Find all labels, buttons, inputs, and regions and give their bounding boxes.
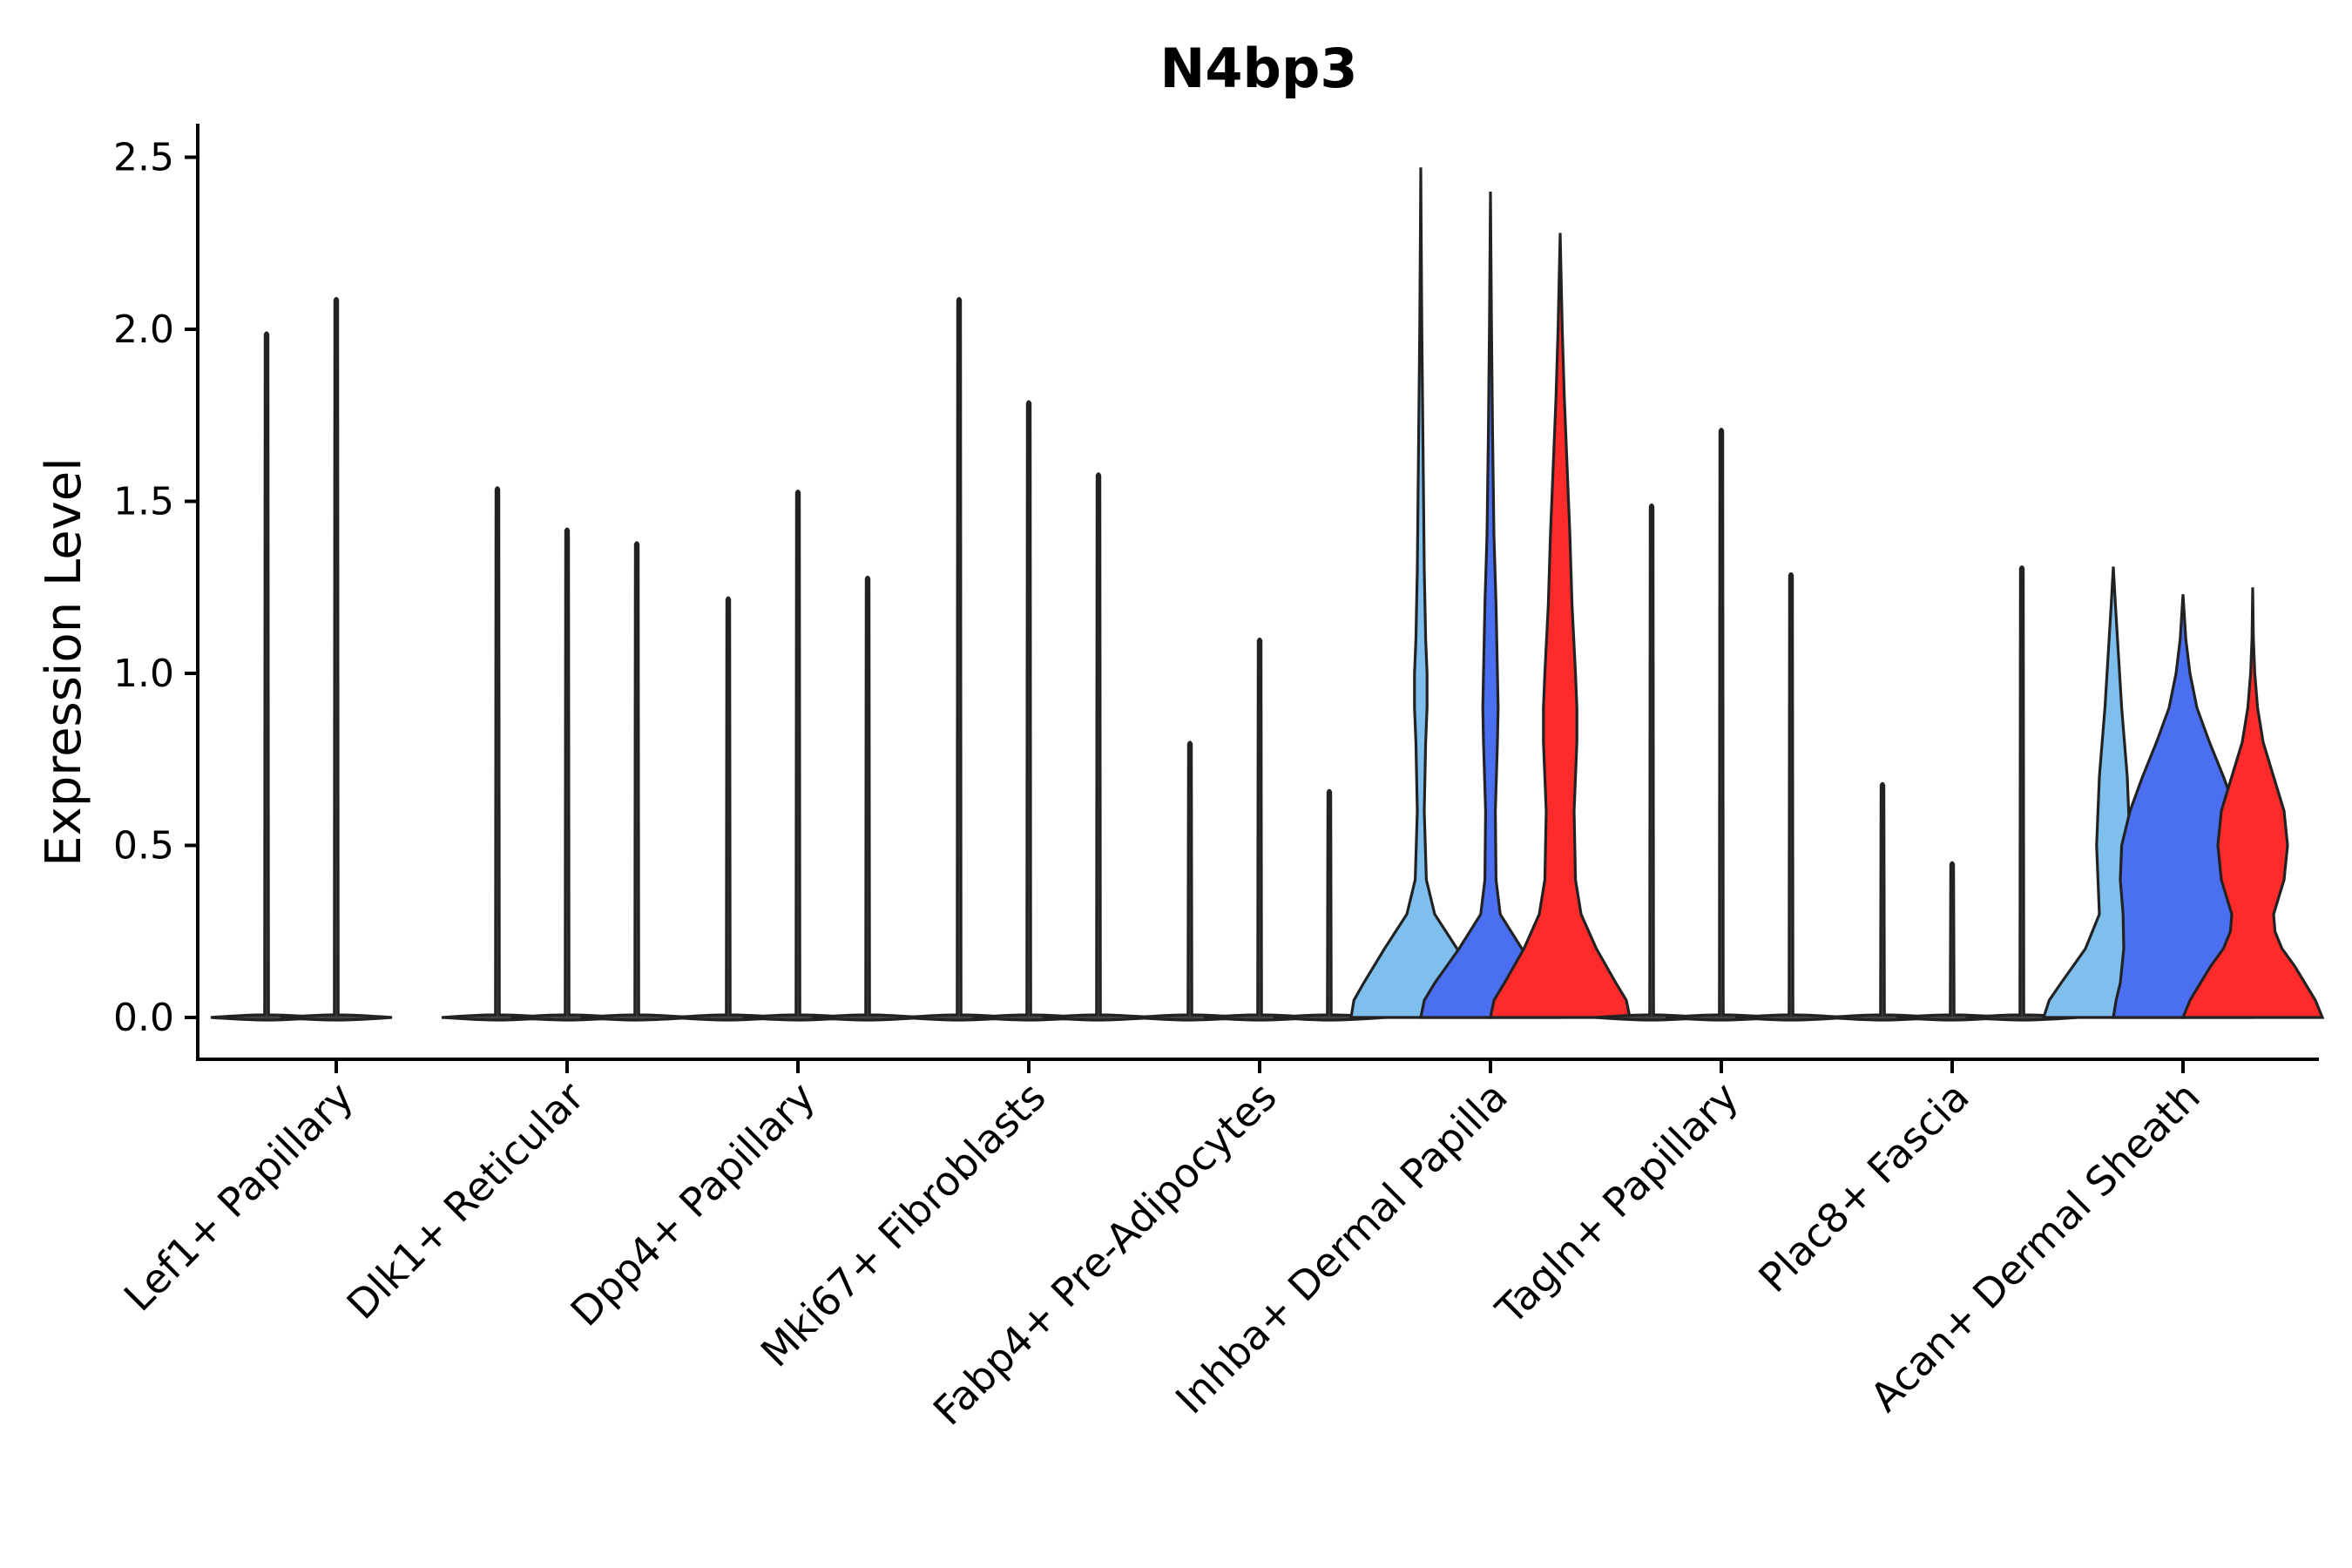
y-tick-label: 1.5 — [113, 480, 174, 524]
x-tick-label: Dlk1+ Reticular — [338, 1073, 593, 1328]
violin-layer — [210, 167, 2325, 1022]
y-tick-label: 0.0 — [113, 996, 174, 1040]
violin-plac8-fascia-2 — [1896, 861, 2009, 1022]
y-tick-label: 1.0 — [113, 652, 174, 696]
violin-plac8-fascia-1 — [1826, 781, 1939, 1022]
violin-lef1-papillary-1 — [210, 331, 323, 1022]
violin-dlk1-reticular-3 — [580, 541, 693, 1022]
violin-inhba-dermal-papilla-1 — [1349, 167, 1492, 1019]
violin-plac8-fascia-3 — [1965, 565, 2078, 1022]
violin-inhba-dermal-papilla-2 — [1419, 191, 1562, 1019]
x-tick-label: Tagln+ Papillary — [1486, 1073, 1747, 1335]
y-tick-label: 0.5 — [113, 824, 174, 868]
violin-lef1-papillary-2 — [280, 296, 393, 1022]
x-tick-label: Plac8+ Fascia — [1749, 1073, 1977, 1301]
y-tick-label: 2.0 — [113, 308, 174, 352]
violin-dlk1-reticular-2 — [510, 527, 624, 1022]
violin-dpp4-papillary-3 — [811, 575, 924, 1022]
violin-fabp4-pre-adipocytes-2 — [1203, 637, 1316, 1022]
violin-mki67-fibroblasts-2 — [972, 400, 1085, 1022]
x-tick-label: Dpp4+ Papillary — [562, 1073, 824, 1335]
violin-tagln-papillary-3 — [1734, 571, 1848, 1022]
violin-acan-dermal-sheath-3 — [2180, 587, 2325, 1019]
y-ticks: 0.0 0.5 1.0 1.5 2.0 2.5 — [113, 136, 198, 1040]
violin-tagln-papillary-1 — [1595, 503, 1708, 1022]
violin-inhba-dermal-papilla-3 — [1489, 233, 1632, 1019]
y-tick-label: 2.5 — [113, 136, 174, 180]
violin-mki67-fibroblasts-3 — [1042, 472, 1155, 1022]
violin-dlk1-reticular-1 — [441, 486, 554, 1022]
axes — [196, 124, 2319, 1061]
violin-mki67-fibroblasts-1 — [902, 296, 1016, 1022]
chart-title: N4bp3 — [1160, 37, 1358, 100]
violin-tagln-papillary-2 — [1665, 428, 1778, 1022]
y-axis-label: Expression Level — [36, 457, 92, 867]
violin-dpp4-papillary-2 — [741, 490, 855, 1022]
x-tick-label: Lef1+ Papillary — [115, 1073, 362, 1321]
violin-fabp4-pre-adipocytes-1 — [1133, 740, 1247, 1022]
violin-dpp4-papillary-1 — [672, 596, 785, 1022]
